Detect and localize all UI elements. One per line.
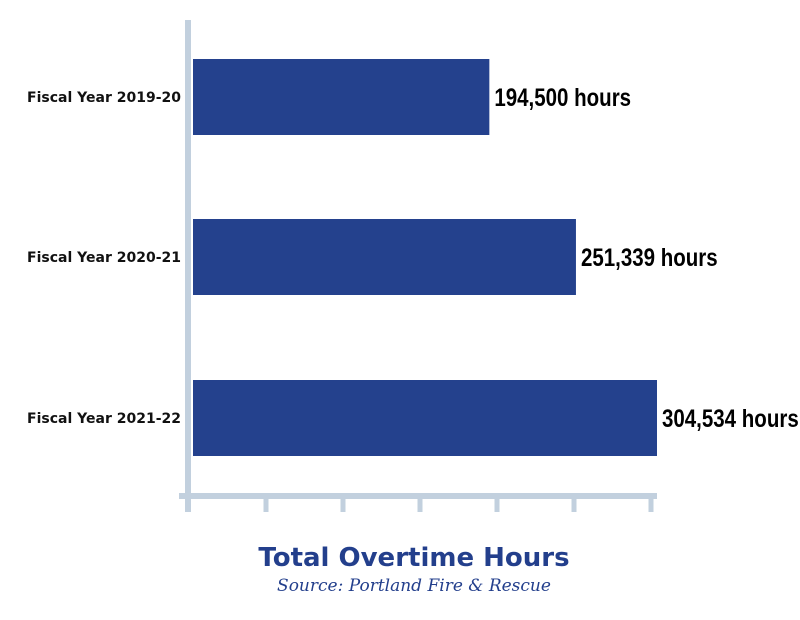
category-label-3: Fiscal Year 2021-22 [27, 411, 181, 427]
y-axis-line [185, 20, 191, 512]
chart-subtitle: Source: Portland Fire & Rescue [277, 576, 551, 596]
x-tick-3 [340, 496, 346, 512]
bar-2 [193, 219, 576, 295]
x-tick-7 [648, 496, 654, 512]
category-label-2: Fiscal Year 2020-21 [27, 250, 181, 266]
value-label-2: 251,339 hours [581, 243, 718, 271]
chart-title: Total Overtime Hours [258, 543, 569, 573]
x-tick-4 [417, 496, 423, 512]
bar-3 [193, 380, 657, 456]
x-tick-1 [185, 496, 191, 512]
axis-group [179, 20, 657, 512]
x-tick-6 [571, 496, 577, 512]
x-tick-2 [263, 496, 269, 512]
bar-1 [193, 59, 490, 135]
bars-group [193, 59, 657, 456]
category-label-1: Fiscal Year 2019-20 [27, 90, 181, 106]
labels-group: Fiscal Year 2019-20 194,500 hours Fiscal Y… [27, 83, 799, 432]
value-label-3: 304,534 hours [662, 404, 799, 432]
value-label-1: 194,500 hours [494, 83, 631, 111]
x-tick-5 [494, 496, 500, 512]
